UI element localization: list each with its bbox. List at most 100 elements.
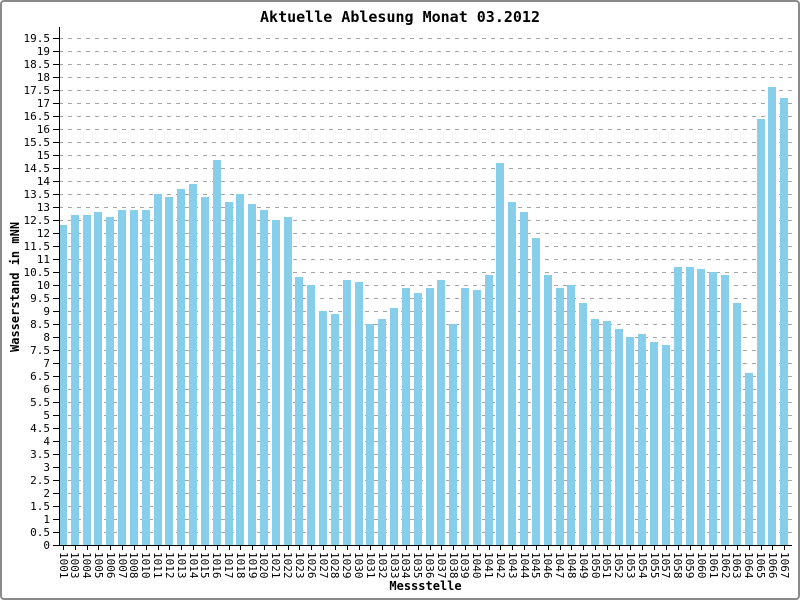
y-tick-label: 2.5 (30, 473, 50, 487)
x-axis-tick (240, 546, 242, 550)
bar (259, 209, 268, 545)
x-tick-label: 1066 (765, 552, 779, 579)
bar (484, 274, 493, 545)
bar (697, 269, 706, 545)
x-tick-label: 1048 (564, 552, 578, 579)
x-tick-label: 1063 (730, 552, 744, 579)
bar (638, 334, 647, 545)
bar (437, 279, 446, 545)
x-tick-label: 1013 (174, 552, 188, 579)
x-axis-tick (476, 546, 478, 550)
x-tick-label: 1001 (56, 552, 70, 579)
y-tick-label: 11 (36, 252, 50, 266)
x-tick-label: 1028 (328, 552, 342, 579)
x-axis-tick (86, 546, 88, 550)
x-axis-tick (618, 546, 620, 550)
y-axis-tick (53, 466, 59, 468)
y-axis-tick (53, 89, 59, 91)
bar (567, 285, 576, 545)
x-tick-label: 1065 (754, 552, 768, 579)
x-axis-tick (772, 546, 774, 550)
y-tick-label: 12 (36, 226, 50, 240)
x-tick-label: 1023 (292, 552, 306, 579)
x-axis-tick (535, 546, 537, 550)
x-axis-tick (181, 546, 183, 550)
y-tick-label: 6 (43, 382, 50, 396)
y-tick-label: 17 (36, 96, 50, 110)
y-axis-tick (53, 50, 59, 52)
y-tick-label: 10 (36, 278, 50, 292)
x-axis-tick (583, 546, 585, 550)
x-axis-tick (228, 546, 230, 550)
x-axis-tick (488, 546, 490, 550)
y-axis-tick (53, 388, 59, 390)
bar (390, 308, 399, 545)
x-axis-tick (394, 546, 396, 550)
x-tick-label: 1040 (470, 552, 484, 579)
bar (401, 287, 410, 545)
x-axis-tick (736, 546, 738, 550)
x-tick-label: 1060 (694, 552, 708, 579)
bar (366, 324, 375, 545)
bar (59, 225, 67, 545)
y-tick-label: 19 (36, 44, 50, 58)
y-gridline (59, 89, 792, 91)
y-tick-label: 5 (43, 408, 50, 422)
x-axis-tick (713, 546, 715, 550)
x-tick-label: 1051 (600, 552, 614, 579)
y-axis-tick (53, 37, 59, 39)
y-gridline (59, 76, 792, 78)
x-tick-label: 1055 (647, 552, 661, 579)
y-tick-label: 14 (36, 174, 50, 188)
y-tick-label: 3 (43, 460, 50, 474)
x-axis-tick (122, 546, 124, 550)
x-axis-tick (287, 546, 289, 550)
x-tick-label: 1035 (411, 552, 425, 579)
x-axis-tick (441, 546, 443, 550)
x-axis-tick (748, 546, 750, 550)
y-axis-tick (53, 310, 59, 312)
y-axis-tick (53, 206, 59, 208)
x-axis-tick (654, 546, 656, 550)
y-gridline (59, 128, 792, 130)
y-tick-label: 4.5 (30, 421, 50, 435)
bar (543, 274, 552, 545)
y-axis-tick (53, 180, 59, 182)
x-tick-label: 1017 (222, 552, 236, 579)
y-axis-tick (53, 297, 59, 299)
x-tick-label: 1016 (210, 552, 224, 579)
x-axis-tick (133, 546, 135, 550)
y-axis-tick (53, 141, 59, 143)
y-tick-label: 18 (36, 70, 50, 84)
bar (768, 87, 777, 545)
y-tick-label: 14.5 (23, 161, 51, 175)
bar (342, 279, 351, 545)
y-tick-label: 18.5 (23, 57, 51, 71)
bar (709, 272, 718, 545)
y-tick-label: 8 (43, 330, 50, 344)
x-axis-tick (630, 546, 632, 550)
y-tick-label: 9.5 (30, 291, 50, 305)
bar (248, 204, 257, 545)
x-tick-label: 1058 (671, 552, 685, 579)
x-axis-tick (252, 546, 254, 550)
bar (650, 342, 659, 545)
x-tick-label: 1018 (233, 552, 247, 579)
y-gridline (59, 219, 792, 221)
y-axis-tick (53, 544, 59, 546)
x-axis-title: Messstelle (389, 579, 462, 593)
y-tick-label: 19.5 (23, 31, 51, 45)
y-tick-label: 4 (43, 434, 50, 448)
x-axis-tick (370, 546, 372, 550)
y-axis-tick (53, 505, 59, 507)
y-gridline (59, 206, 792, 208)
bar (319, 311, 328, 545)
x-axis-tick (263, 546, 265, 550)
x-tick-label: 1059 (683, 552, 697, 579)
y-tick-label: 7.5 (30, 343, 50, 357)
x-axis-line (59, 545, 792, 546)
x-tick-label: 1033 (387, 552, 401, 579)
y-tick-label: 6.5 (30, 369, 50, 383)
y-axis-tick (53, 336, 59, 338)
x-tick-label: 1049 (576, 552, 590, 579)
